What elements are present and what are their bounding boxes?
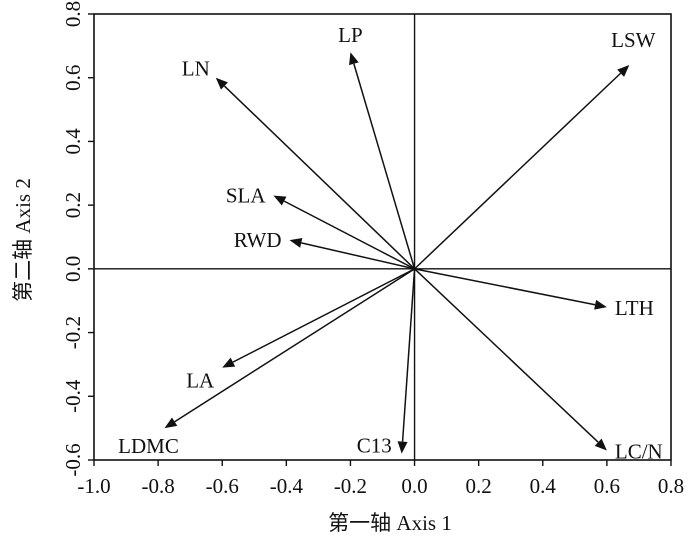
arrowhead-lp — [349, 52, 359, 66]
x-tick-label: -1.0 — [77, 474, 110, 498]
plot-border — [93, 13, 672, 461]
vector-line-lth — [414, 268, 596, 306]
x-tick-label: 0.0 — [401, 474, 427, 498]
y-axis-ticks: 0.8 0.6 0.4 0.2 0.0 -0.2 -0.4 -0.6 — [61, 1, 94, 477]
vector-line-rwd — [301, 242, 415, 270]
vector-labels: LP LN LSW SLA RWD LTH LA LDMC C13 LC/N — [118, 23, 663, 463]
vector-line-sla — [283, 200, 415, 270]
vector-label-lsw: LSW — [611, 28, 656, 52]
x-axis-title: 第一轴 Axis 1 — [328, 511, 452, 535]
arrowhead-c13 — [397, 441, 408, 454]
y-tick-label: -0.2 — [61, 316, 85, 349]
y-tick-label: -0.6 — [61, 443, 85, 476]
vector-line-lsw — [414, 72, 622, 270]
vector-label-c13: C13 — [357, 434, 392, 458]
vector-label-ldmc: LDMC — [118, 434, 179, 458]
y-tick-label: -0.4 — [61, 379, 85, 413]
y-tick-label: 0.2 — [61, 192, 85, 218]
y-tick-label: 0.6 — [61, 65, 85, 91]
x-tick-label: 0.4 — [530, 474, 557, 498]
x-tick-label: -0.4 — [270, 474, 304, 498]
plot-frame — [93, 13, 672, 461]
vector-label-rwd: RWD — [234, 228, 282, 252]
vector-label-la: LA — [186, 369, 215, 393]
arrowhead-lc-n — [594, 438, 607, 451]
arrowhead-ldmc — [164, 417, 178, 429]
reference-lines — [94, 14, 671, 460]
arrowhead-la — [222, 357, 236, 368]
arrowhead-rwd — [289, 237, 303, 248]
x-axis-ticks: -1.0 -0.8 -0.6 -0.4 -0.2 0.0 0.2 0.4 0.6 0.8 — [77, 460, 684, 498]
vector-label-lth: LTH — [615, 296, 654, 320]
vector-line-c13 — [401, 268, 416, 442]
vector-line-lc-n — [414, 268, 599, 443]
arrowhead-lth — [594, 299, 607, 310]
vector-label-sla: SLA — [226, 184, 267, 208]
arrowhead-lsw — [617, 64, 630, 77]
x-tick-label: -0.6 — [206, 474, 239, 498]
vector-arrows — [164, 52, 630, 454]
vector-label-lp: LP — [338, 23, 363, 47]
arrowhead-ln — [215, 77, 228, 90]
y-tick-label: 0.8 — [61, 1, 85, 27]
vector-line-ln — [223, 85, 416, 270]
y-tick-label: 0.0 — [61, 256, 85, 282]
vector-label-ln: LN — [182, 57, 210, 81]
vector-line-la — [232, 268, 415, 363]
vector-line-lp — [353, 63, 416, 270]
y-axis-title: 第二轴 Axis 2 — [11, 178, 35, 302]
x-tick-label: -0.8 — [141, 474, 174, 498]
x-tick-label: 0.2 — [466, 474, 492, 498]
y-tick-label: 0.4 — [61, 128, 85, 155]
x-tick-label: -0.2 — [334, 474, 367, 498]
x-tick-label: 0.6 — [594, 474, 620, 498]
vector-line-ldmc — [174, 268, 415, 423]
arrowhead-sla — [273, 195, 287, 206]
vector-label-lc-n: LC/N — [615, 439, 663, 463]
x-tick-label: 0.8 — [658, 474, 684, 498]
